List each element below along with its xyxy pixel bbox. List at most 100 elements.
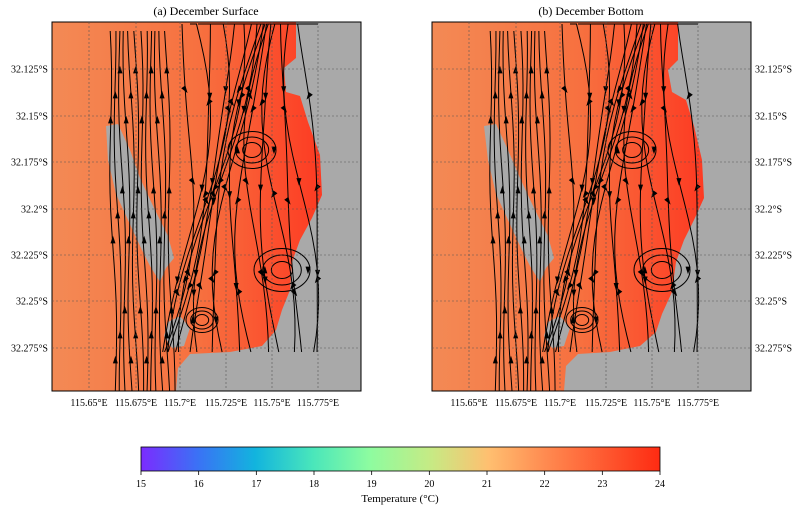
streamline-arrow (123, 115, 129, 124)
streamline (122, 30, 133, 391)
streamline (189, 23, 253, 353)
eddy-streamline (650, 261, 674, 279)
streamline (140, 30, 149, 391)
streamline-arrow (503, 115, 509, 124)
lat-tick-label: 32.175°S (755, 158, 792, 169)
lon-tick-label: 115.675°E (115, 398, 157, 409)
panel-surface: (a) December Surface 115.65°E 115.675°E 11… (11, 4, 362, 409)
eddy-streamline (633, 248, 691, 292)
colorbar-tick-label: 22 (540, 479, 550, 490)
streamline-arrow (587, 92, 593, 101)
streamline-arrow (281, 86, 287, 94)
eddy-streamline (227, 131, 277, 169)
colorbar: 15 16 17 18 19 20 21 22 23 24 Temperature (°C) (136, 446, 665, 505)
streamline-arrow (541, 210, 547, 219)
colorbar-tick-label: 24 (655, 479, 665, 490)
streamline-arrow (597, 177, 604, 185)
streamline-arrow (661, 86, 667, 94)
streamline-arrow (579, 184, 585, 193)
eddy-streamline (614, 136, 650, 164)
streamline-arrow (151, 185, 157, 194)
lat-tick-label: 32.275°S (11, 344, 48, 355)
streamline-arrow (499, 185, 505, 194)
streamline-arrow (630, 105, 637, 113)
streamline-arrow (186, 282, 194, 290)
streamline-arrow (534, 115, 540, 124)
streamline (153, 30, 164, 391)
streamline (149, 30, 158, 391)
colorbar-tick-label: 16 (194, 479, 204, 490)
streamline-arrow (206, 98, 213, 107)
eddy-streamline (574, 314, 590, 326)
streamline-arrow (241, 105, 247, 114)
streamline-arrow (159, 90, 165, 99)
streamline-arrow (196, 282, 203, 290)
streamline-arrow (510, 210, 516, 219)
streamline-arrow (639, 98, 646, 107)
streamline-arrow (221, 183, 228, 192)
streamline-arrow (589, 178, 596, 186)
lon-tick-label: 115.725°E (205, 398, 247, 409)
streamline-arrow (184, 269, 191, 277)
lon-tick-label: 115.7°E (164, 398, 196, 409)
streamline-arrow (568, 177, 576, 185)
streamline-arrow (263, 92, 269, 101)
streamline-arrow (601, 183, 608, 192)
streamline-arrow (234, 145, 240, 154)
streamline-arrow (607, 191, 613, 199)
streamline (547, 23, 591, 353)
streamline-arrow (642, 276, 648, 285)
map-area (432, 22, 751, 391)
streamline-arrow (517, 305, 523, 314)
streamline-arrow (245, 85, 252, 94)
streamline-arrow (592, 269, 599, 277)
eddy-streamline (565, 307, 599, 333)
streamline-arrow (570, 315, 576, 324)
streamline-arrow (296, 178, 302, 186)
island-2 (164, 316, 190, 348)
colorbar-tick-label: 15 (136, 479, 146, 490)
streamline (211, 23, 264, 353)
gridlines (52, 22, 361, 391)
streamline-arrow (188, 177, 196, 185)
streamline-arrow (202, 196, 209, 205)
water-region (432, 22, 704, 391)
streamline-arrow (660, 105, 667, 113)
lon-tick-label: 115.725°E (585, 398, 627, 409)
streamline-arrow (497, 65, 503, 74)
lat-tick-label: 32.2°S (21, 205, 48, 216)
streamline-arrow (528, 65, 534, 74)
lat-tick-label: 32.225°S (11, 251, 48, 262)
streamline-arrow (513, 330, 519, 339)
streamline-arrow (315, 269, 321, 278)
streamline-arrow (133, 330, 139, 339)
eddy-streamline (253, 248, 311, 292)
streamline-arrow (622, 177, 629, 185)
streamline-arrow (280, 105, 287, 113)
streamline-arrow (615, 288, 623, 297)
streamline-arrow (139, 115, 145, 124)
lon-tick-label: 115.65°E (70, 398, 107, 409)
streamline-arrow (143, 90, 149, 99)
streamline-arrow (513, 65, 519, 74)
map-frame (51, 21, 362, 392)
streamline-arrow (566, 282, 574, 290)
streamline (133, 30, 145, 391)
lat-tick-label: 32.25°S (755, 297, 787, 308)
streamline (498, 30, 507, 391)
lon-tick-label: 115.75°E (253, 398, 290, 409)
streamline-arrow (290, 282, 297, 290)
streamline-arrow (488, 115, 494, 124)
streamline-arrow (508, 90, 514, 99)
streamline (557, 23, 626, 353)
streamline-arrow (670, 282, 677, 290)
streamline-arrow (141, 235, 147, 244)
streamline-arrow (591, 197, 597, 206)
streamline-arrow (546, 185, 552, 194)
streamline (162, 23, 212, 353)
lat-tick-label: 32.275°S (755, 344, 792, 355)
streamline-arrow (619, 91, 626, 100)
streamline-arrow (227, 191, 233, 199)
streamline (677, 23, 698, 353)
streamline-arrow (524, 355, 530, 364)
